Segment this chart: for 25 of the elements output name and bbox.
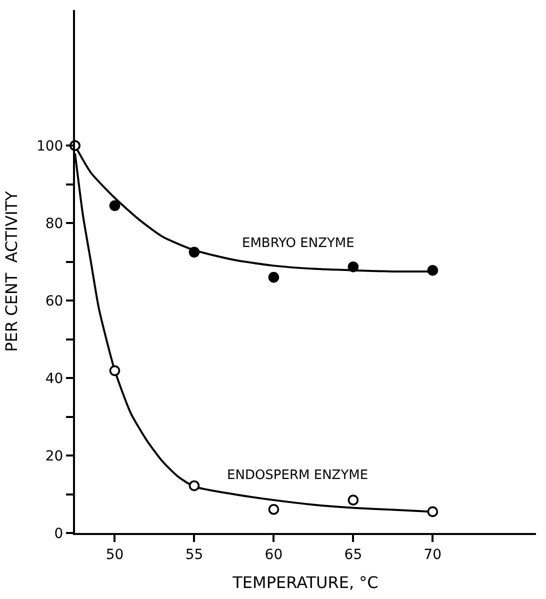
y-tick-label: 80: [45, 216, 64, 232]
point: [109, 200, 120, 212]
point: [427, 264, 438, 276]
y-axis-title: PER CENT ACTIVITY: [2, 190, 21, 352]
x-tick-label: 55: [185, 546, 204, 563]
point: [268, 272, 280, 283]
x-tick-label: 70: [424, 546, 442, 563]
point: [348, 494, 359, 506]
y-tick-label: 60: [45, 293, 64, 310]
point: [188, 480, 200, 492]
x-tick-label: 65: [344, 546, 362, 563]
series-label: EMBRYO ENZYME: [242, 236, 354, 251]
point: [427, 506, 438, 518]
y-tick-label: 20: [45, 448, 64, 464]
point: [188, 246, 200, 258]
point: [348, 261, 359, 272]
x-tick-label: 60: [264, 546, 283, 563]
point: [268, 504, 280, 515]
y-tick-label: 0: [54, 526, 64, 542]
x-tick-label: 50: [106, 546, 124, 563]
y-tick-label: 40: [45, 370, 64, 387]
series-label: ENDOSPERM ENZYME: [227, 468, 368, 483]
point: [109, 365, 120, 376]
x-axis-title: TEMPERATURE, °C: [232, 573, 378, 592]
y-tick-label: 100: [36, 138, 64, 154]
